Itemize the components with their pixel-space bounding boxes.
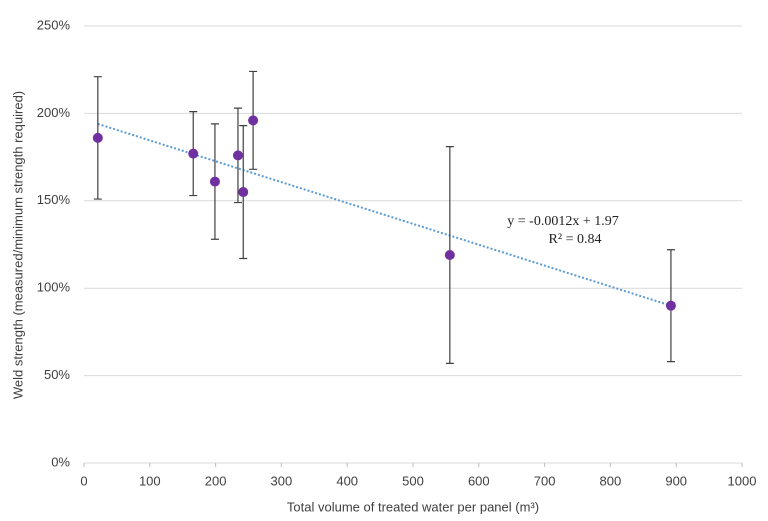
point <box>665 300 676 311</box>
x-tick-label: 0 <box>80 473 87 488</box>
y-tick-label: 150% <box>37 192 71 207</box>
x-tick-label: 800 <box>600 473 622 488</box>
x-tick-label: 600 <box>468 473 490 488</box>
x-tick-label: 200 <box>205 473 227 488</box>
point <box>248 115 259 126</box>
y-tick-label: 100% <box>37 280 71 295</box>
r-squared: R² = 0.84 <box>549 232 602 247</box>
x-tick-label: 500 <box>402 473 424 488</box>
y-tick-label: 50% <box>44 367 70 382</box>
equation: y = -0.0012x + 1.97 <box>507 214 618 229</box>
x-tick-label: 1000 <box>728 473 757 488</box>
y-tick-label: 0% <box>51 454 70 469</box>
point <box>232 150 243 161</box>
point <box>92 132 103 143</box>
y-tick-label: 200% <box>37 105 71 120</box>
point <box>188 148 199 159</box>
x-tick-label: 300 <box>271 473 293 488</box>
point <box>238 187 249 198</box>
y-axis-title: Weld strength (measured/minimum strength… <box>10 91 25 399</box>
x-axis-title: Total volume of treated water per panel … <box>287 499 539 514</box>
x-tick-label: 900 <box>665 473 687 488</box>
x-tick-label: 400 <box>336 473 358 488</box>
point <box>444 249 455 260</box>
x-tick-label: 700 <box>534 473 556 488</box>
y-tick-label: 250% <box>37 17 71 32</box>
x-tick-label: 100 <box>139 473 161 488</box>
point <box>209 176 220 187</box>
